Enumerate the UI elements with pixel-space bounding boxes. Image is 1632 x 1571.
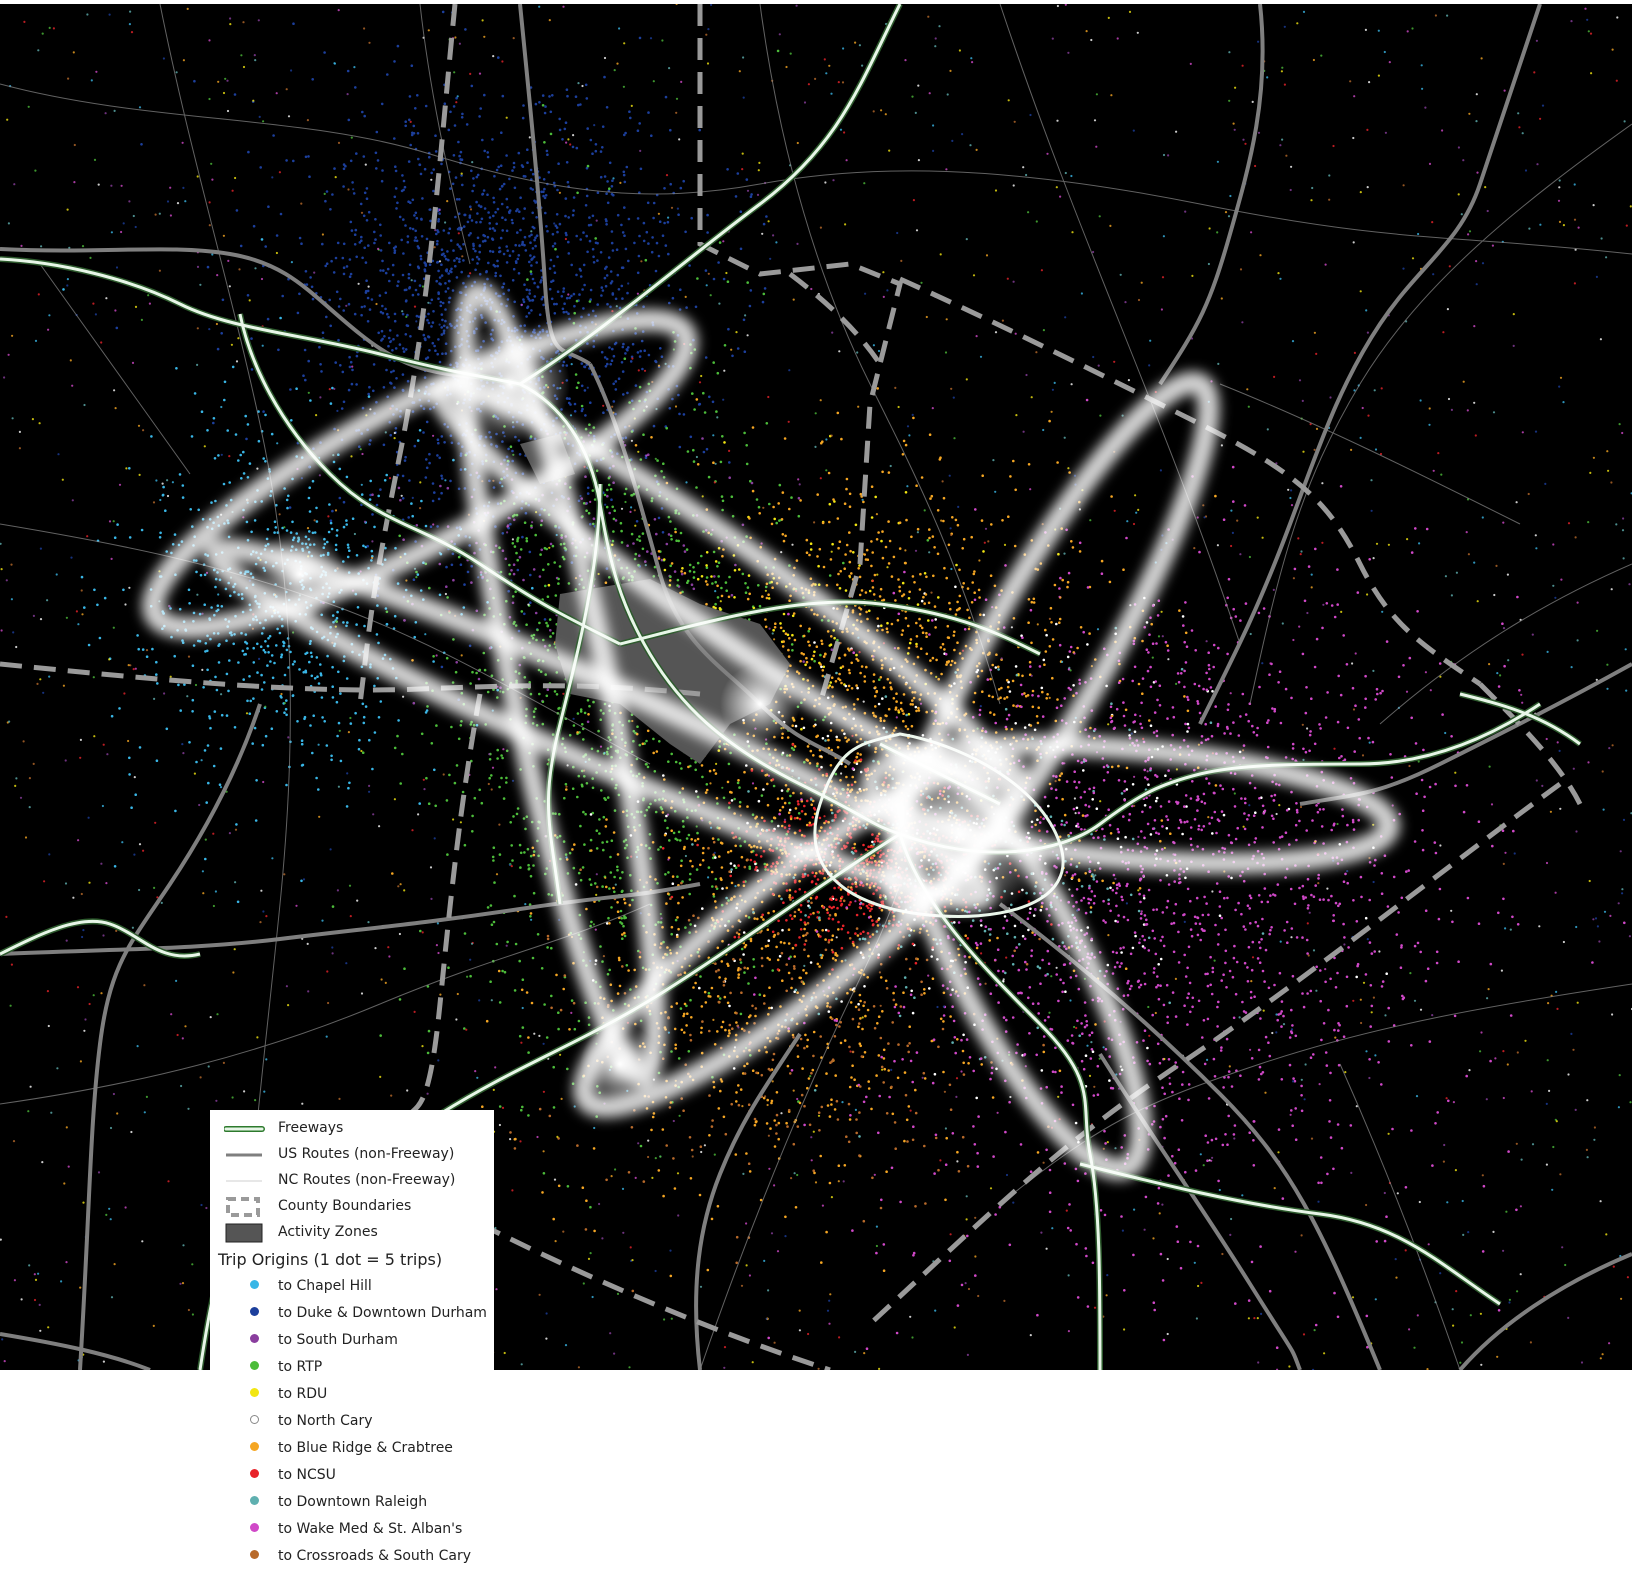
us-route-401-south [998, 902, 1382, 1370]
legend-label: US Routes (non-Freeway) [278, 1146, 455, 1162]
county-boundary-durham-wake [697, 4, 903, 705]
legend-origin-item: to RTP [210, 1355, 494, 1382]
us-route-401-north [1198, 4, 1542, 725]
legend-item-county-boundary: County Boundaries [210, 1194, 494, 1220]
legend-origin-item: to Chapel Hill [210, 1274, 494, 1301]
county-boundaries [0, 4, 1583, 1370]
origin-dot-icon [250, 1280, 259, 1289]
trip-origins-title: Trip Origins (1 dot = 5 trips) [218, 1250, 443, 1269]
legend-origin-label: to North Cary [278, 1413, 373, 1429]
legend-origin-item: to RDU [210, 1382, 494, 1409]
hub-glows [255, 324, 1050, 1104]
legend-origin-label: to NCSU [278, 1467, 336, 1483]
legend-origin-label: to Crossroads & South Cary [278, 1548, 472, 1564]
legend-origin-label: to Chapel Hill [278, 1278, 372, 1294]
legend-item-us-route: US Routes (non-Freeway) [210, 1142, 494, 1168]
legend-origin-item: to Downtown Raleigh [210, 1490, 494, 1517]
flow-ellipse-raleigh-north [880, 371, 1220, 917]
legend-origin-label: to RTP [278, 1359, 323, 1375]
legend-origin-item: to North Cary [210, 1409, 494, 1436]
origin-dot-icon [250, 1442, 259, 1451]
origin-dot-icon [250, 1415, 259, 1424]
county-boundary-durham-chatham [408, 693, 483, 1116]
legend-origin-item: to NCSU [210, 1463, 494, 1490]
legend-origin-label: to Wake Med & St. Alban's [278, 1521, 463, 1537]
origin-dot-icon [250, 1307, 259, 1316]
legend-origin-label: to South Durham [278, 1332, 398, 1348]
hub-chapel-hill [255, 529, 345, 619]
county-boundary-wake-north [788, 272, 1482, 687]
legend-origin-label: to Blue Ridge & Crabtree [278, 1440, 453, 1456]
us-routes [0, 4, 1632, 1370]
map-canvas[interactable] [0, 4, 1632, 1370]
flow-ellipse-raleigh-east [859, 733, 1401, 875]
us-route-north [518, 4, 592, 366]
us-route-1-north [1158, 4, 1265, 386]
legend-item-activity-zone: Activity Zones [210, 1220, 494, 1246]
legend-origin-item: to Duke & Downtown Durham [210, 1301, 494, 1328]
flow-ellipse-chapel-hill-durham [142, 309, 698, 639]
legend-label: County Boundaries [278, 1198, 412, 1214]
dashed-box-icon [224, 1194, 266, 1220]
hub-rtp [720, 664, 800, 744]
hub-south [580, 1024, 660, 1104]
origin-dot-icon [250, 1496, 259, 1505]
hub-durham [450, 324, 570, 444]
origin-dot-icon [250, 1550, 259, 1559]
map-legend: Freeways US Routes (non-Freeway) NC Routes… [210, 1110, 494, 1568]
freeway-line-icon [223, 1116, 266, 1142]
freeway-i40-southeast [1079, 1162, 1501, 1306]
us-route-64-west [78, 703, 262, 1370]
freeway-i40-southwest [0, 919, 201, 958]
legend-label: NC Routes (non-Freeway) [278, 1172, 456, 1188]
gray-line-icon [224, 1142, 266, 1168]
legend-origin-item: to Wake Med & St. Alban's [210, 1517, 494, 1544]
origin-dot-icon [250, 1523, 259, 1532]
legend-label: Activity Zones [278, 1224, 378, 1240]
freeway-i40-i85-west [0, 257, 521, 386]
origin-dot-icon [250, 1388, 259, 1397]
us-route-70 [0, 882, 701, 956]
legend-label: Freeways [278, 1120, 344, 1136]
filled-box-icon [224, 1220, 266, 1246]
freeway-i40 [238, 313, 621, 646]
origin-dot-icon [250, 1361, 259, 1370]
us-route-15-501 [0, 247, 501, 381]
legend-origin-item: to Blue Ridge & Crabtree [210, 1436, 494, 1463]
legend-origin-item: to South Durham [210, 1328, 494, 1355]
county-boundary-wake-chatham [478, 781, 1562, 1370]
legend-origin-label: to RDU [278, 1386, 328, 1402]
origin-dot-icon [250, 1334, 259, 1343]
thin-line-icon [224, 1168, 266, 1194]
legend-origin-label: to Duke & Downtown Durham [278, 1305, 487, 1321]
freeway-i40-south [898, 833, 1102, 1370]
legend-item-nc-route: NC Routes (non-Freeway) [210, 1168, 494, 1194]
origin-dot-icon [250, 1469, 259, 1478]
trip-origins-heading: Trip Origins (1 dot = 5 trips) [210, 1246, 494, 1274]
legend-item-freeway: Freeways [210, 1116, 494, 1142]
hub-raleigh [870, 744, 1050, 924]
legend-origin-label: to Downtown Raleigh [278, 1494, 428, 1510]
legend-origin-item: to Crossroads & South Cary [210, 1544, 494, 1571]
